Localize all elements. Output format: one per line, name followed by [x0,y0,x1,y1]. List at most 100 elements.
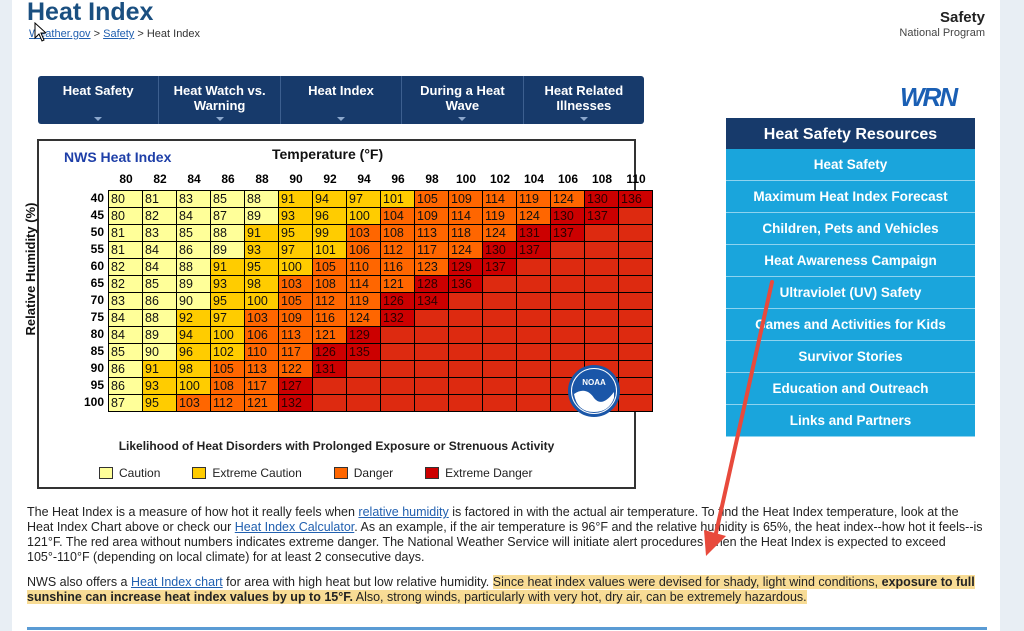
heat-index-cell: 83 [143,225,176,241]
heat-index-cell: 81 [109,225,142,241]
heat-index-cell: 117 [279,344,312,360]
heat-index-cell [517,293,550,309]
heat-index-cell [585,327,618,343]
highlighted-bold-text: exposure to full sunshine can increase h… [27,575,975,604]
heat-index-cell: 119 [347,293,380,309]
sidebar-item-survivor-stories[interactable]: Survivor Stories [726,341,975,373]
tab-heat-watch-vs-warning[interactable]: Heat Watch vs. Warning [159,76,281,124]
heat-index-cell [551,276,584,292]
heat-index-cell: 130 [551,208,584,224]
heat-index-cell [551,310,584,326]
heat-index-cell: 86 [177,242,210,258]
heat-index-cell [551,327,584,343]
heat-index-cell: 80 [109,208,142,224]
heat-index-cell: 118 [449,225,482,241]
legend-item: Extreme Caution [192,466,302,480]
heat-index-cell [517,344,550,360]
noaa-logo-icon: NOAA [568,365,620,417]
heat-index-cell [619,225,652,241]
mouse-cursor-icon [34,22,46,42]
breadcrumb: Weather.gov > Safety > Heat Index [29,28,200,40]
legend-label: Extreme Danger [445,466,533,480]
heat-index-cell: 124 [449,242,482,258]
heat-index-cell [517,378,550,394]
tab-heat-safety[interactable]: Heat Safety [38,76,160,124]
temperature-tick-label: 92 [323,172,337,186]
temperature-tick-label: 86 [221,172,235,186]
heat-index-cell [585,310,618,326]
heat-index-cell: 95 [245,259,278,275]
heat-index-cell: 112 [313,293,346,309]
sidebar-item-education-outreach[interactable]: Education and Outreach [726,373,975,405]
heat-index-cell: 105 [279,293,312,309]
relative-humidity-link[interactable]: relative humidity [358,505,449,519]
heat-index-cell: 137 [585,208,618,224]
heat-index-cell: 108 [211,378,244,394]
legend-swatch-extreme-danger [425,467,440,479]
tab-heat-index[interactable]: Heat Index [281,76,403,124]
heat-index-cell: 110 [347,259,380,275]
heat-index-cell: 137 [483,259,516,275]
heat-index-cell: 93 [211,276,244,292]
breadcrumb-current: Heat Index [146,28,201,40]
heat-index-cell: 109 [449,191,482,207]
heat-index-cell [347,378,380,394]
page-title: Heat Index [27,0,154,26]
highlighted-text-part: Since heat index values were devised for… [492,575,882,589]
heat-index-cell [517,310,550,326]
temperature-tick-label: 100 [455,172,477,186]
heat-index-cell [619,395,652,411]
heat-index-cell [619,327,652,343]
sidebar-item-children-pets-vehicles[interactable]: Children, Pets and Vehicles [726,213,975,245]
tab-during-heat-wave[interactable]: During a Heat Wave [402,76,524,124]
heat-index-cell [483,344,516,360]
heat-index-cell [313,395,346,411]
sunshine-note: NWS also offers a Heat Index chart for a… [27,575,987,605]
breadcrumb-safety-link[interactable]: Safety [103,28,135,40]
sidebar-item-heat-awareness-campaign[interactable]: Heat Awareness Campaign [726,245,975,277]
heat-index-cell: 93 [245,242,278,258]
heat-index-cell [585,293,618,309]
heat-index-cell: 105 [415,191,448,207]
heat-index-cell: 87 [211,208,244,224]
heat-index-cell: 91 [279,191,312,207]
heat-index-cell: 97 [347,191,380,207]
sidebar-item-uv-safety[interactable]: Ultraviolet (UV) Safety [726,277,975,309]
heat-index-cell [381,378,414,394]
sidebar-title: Heat Safety Resources [726,118,975,149]
heat-index-cell [585,259,618,275]
heat-index-cell: 130 [483,242,516,258]
heat-index-cell: 135 [347,344,380,360]
highlighted-text-part: Also, strong winds, particularly with ve… [352,590,807,604]
sidebar-item-links-partners[interactable]: Links and Partners [726,405,975,437]
heat-index-cell [381,395,414,411]
legend-swatch-danger [333,467,348,479]
sidebar-item-max-heat-index-forecast[interactable]: Maximum Heat Index Forecast [726,181,975,213]
heat-index-chart-link[interactable]: Heat Index chart [130,575,223,589]
heat-index-cell: 104 [381,208,414,224]
heat-index-cell: 128 [415,276,448,292]
heat-index-calculator-link[interactable]: Heat Index Calculator [234,520,355,534]
heat-index-cell: 91 [143,361,176,377]
heat-index-cell: 100 [347,208,380,224]
tab-heat-related-illnesses[interactable]: Heat Related Illnesses [524,76,644,124]
sidebar-item-games-activities[interactable]: Games and Activities for Kids [726,309,975,341]
heat-index-cell: 110 [245,344,278,360]
heat-index-cell: 84 [109,327,142,343]
tab-bar: Heat Safety Heat Watch vs. Warning Heat … [38,76,644,124]
heat-index-cell: 114 [449,208,482,224]
heat-index-cell: 89 [211,242,244,258]
heat-index-cell: 100 [211,327,244,343]
heat-index-cell: 102 [211,344,244,360]
heat-index-cell: 132 [381,310,414,326]
heat-index-cell: 108 [381,225,414,241]
sidebar-item-heat-safety[interactable]: Heat Safety [726,149,975,181]
heat-index-cell: 93 [143,378,176,394]
heat-index-cell [415,310,448,326]
heat-index-cell: 94 [313,191,346,207]
chart-y-axis-label: Relative Humidity (%) [23,202,38,336]
breadcrumb-separator: > [90,28,104,40]
temperature-tick-label: 110 [626,172,646,186]
heat-index-cell [619,208,652,224]
heat-index-cell: 90 [143,344,176,360]
